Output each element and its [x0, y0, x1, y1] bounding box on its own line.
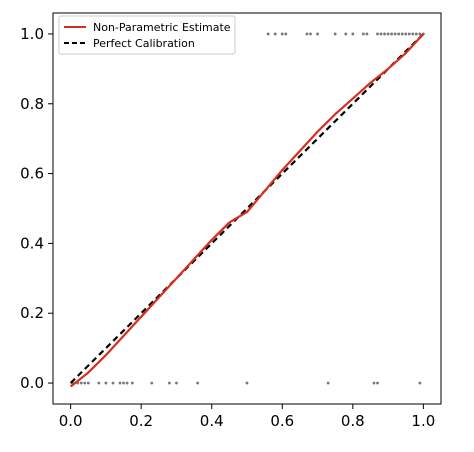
y-tick-label: 0.8: [20, 95, 44, 113]
rug-point-y1: [316, 32, 319, 36]
x-tick-label: 0.0: [59, 412, 83, 430]
legend-label-perfect-calibration: Perfect Calibration: [93, 37, 195, 50]
rug-point-y0: [122, 381, 125, 385]
y-tick-label: 0.2: [20, 304, 44, 322]
x-tick-label: 0.8: [341, 412, 365, 430]
rug-point-y0: [150, 381, 154, 385]
rug-point-y1: [400, 32, 404, 36]
rug-point-y1: [411, 32, 415, 36]
rug-point-y1: [365, 32, 369, 36]
plot-frame: [52, 12, 442, 405]
rug-point-y0: [168, 381, 171, 385]
rug-point-y1: [309, 32, 312, 36]
rug-points-layer: [71, 32, 425, 385]
rug-point-y1: [351, 32, 355, 36]
rug-point-y1: [414, 32, 418, 36]
y-tick-label: 1.0: [20, 25, 44, 43]
rug-point-y0: [97, 381, 101, 385]
rug-point-y1: [344, 32, 348, 36]
rug-point-y1: [418, 32, 422, 36]
series-line-non-parametric-estimate: [69, 33, 425, 388]
rug-point-y1: [284, 32, 288, 36]
series-line-perfect-calibration: [69, 33, 425, 384]
rug-point-y0: [125, 381, 129, 385]
legend: Non-Parametric Estimate Perfect Calibrat…: [58, 15, 236, 55]
legend-label-non-parametric: Non-Parametric Estimate: [93, 21, 231, 34]
rug-point-y0: [130, 381, 134, 385]
rug-point-y1: [273, 32, 277, 36]
axis-ticks-layer: 0.0 0.2 0.4 0.6 0.8 1.0 0.0 0.2 0.4 0.6 0.8 1.0: [20, 25, 435, 430]
rug-point-y1: [386, 32, 390, 36]
legend-box: [58, 15, 236, 55]
y-tick-label: 0.0: [20, 374, 44, 392]
rug-point-y1: [379, 32, 383, 36]
rug-point-y1: [407, 32, 411, 36]
rug-point-y1: [404, 32, 408, 36]
rug-point-y1: [362, 32, 365, 36]
rug-point-y0: [326, 381, 330, 385]
rug-point-y1: [333, 32, 337, 36]
rug-point-y0: [418, 381, 422, 385]
y-tick-label: 0.6: [20, 165, 44, 183]
rug-point-y1: [305, 32, 309, 36]
rug-point-y0: [196, 381, 200, 385]
x-tick-label: 0.6: [270, 412, 294, 430]
rug-point-y1: [390, 32, 394, 36]
rug-point-y1: [393, 32, 397, 36]
rug-point-y0: [79, 381, 83, 385]
rug-point-y1: [266, 32, 270, 36]
rug-point-y0: [111, 381, 115, 385]
x-tick-label: 0.4: [200, 412, 224, 430]
rug-point-y0: [104, 381, 108, 385]
rug-point-y1: [383, 32, 386, 36]
rug-point-y1: [397, 32, 401, 36]
series-layer: [69, 33, 425, 388]
rug-point-y0: [175, 381, 178, 385]
rug-point-y0: [118, 381, 122, 385]
rug-point-y0: [245, 381, 249, 385]
rug-point-y0: [376, 381, 379, 385]
rug-point-y0: [372, 381, 376, 385]
x-tick-label: 0.2: [129, 412, 153, 430]
rug-point-y1: [280, 32, 284, 36]
x-tick-label: 1.0: [411, 412, 435, 430]
rug-point-y0: [86, 381, 90, 385]
y-tick-label: 0.4: [20, 234, 44, 252]
rug-point-y0: [83, 381, 87, 385]
rug-point-y1: [376, 32, 379, 36]
